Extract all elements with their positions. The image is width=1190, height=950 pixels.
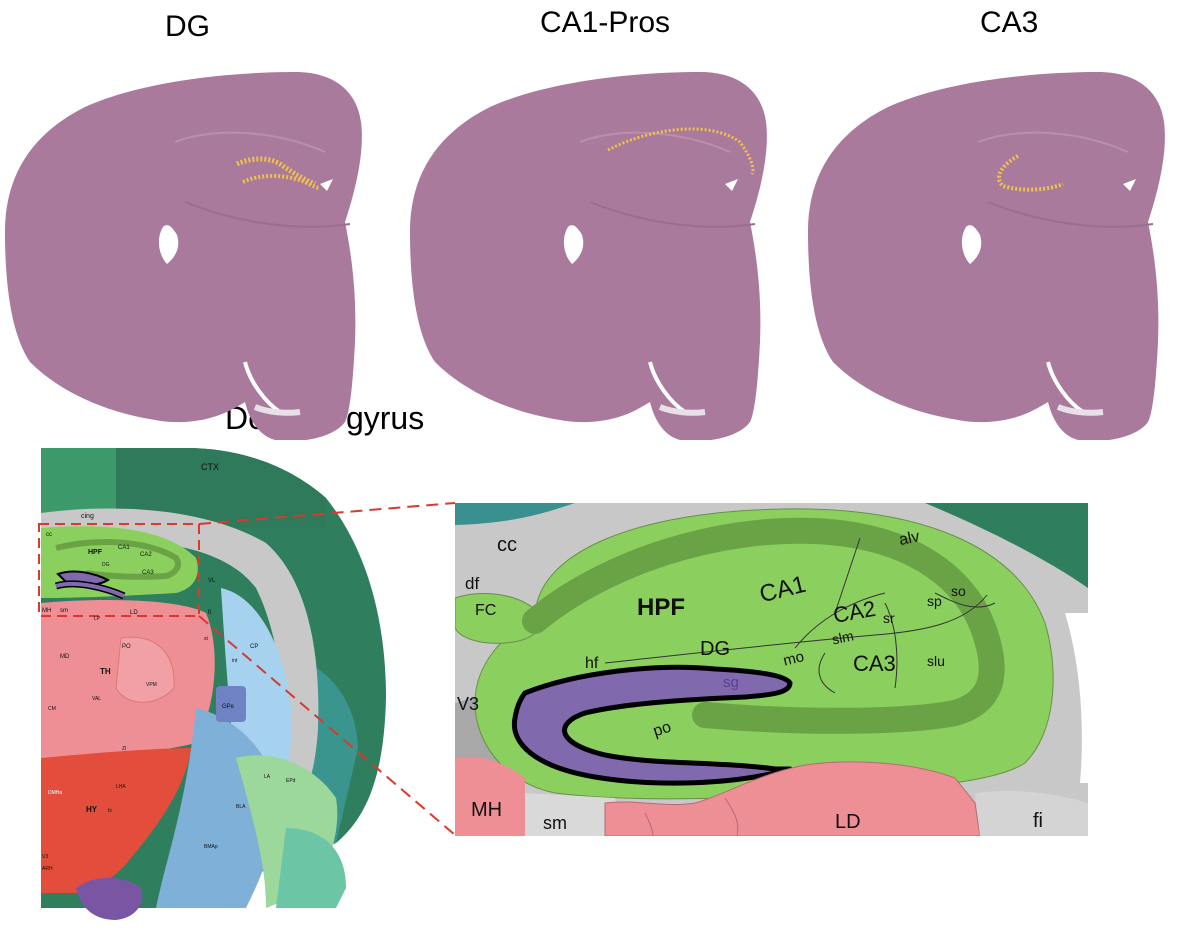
label-md: MD (60, 654, 70, 660)
zoom-label-df: df (465, 574, 479, 593)
label-val: VAL (92, 696, 101, 702)
zoom-label-sm: sm (543, 813, 567, 833)
label-cing: cing (81, 513, 94, 520)
label-zi: ZI (122, 746, 126, 752)
label-vpm: VPM (146, 682, 157, 688)
section-dg (5, 72, 362, 440)
zoom-label-sr: sr (883, 610, 895, 626)
label-hy: HY (86, 805, 98, 814)
label-int: int (232, 658, 238, 664)
label-v3-small: V3 (42, 854, 48, 860)
zoom-label-hpf: HPF (637, 594, 685, 621)
label-ca3-small: CA3 (142, 570, 154, 576)
zoom-label-slu: slu (927, 653, 945, 669)
zoom-label-sp: sp (927, 593, 942, 609)
label-ctx: CTX (201, 462, 219, 472)
label-bma: BMAp (204, 844, 218, 850)
label-lp: LP (94, 616, 101, 622)
label-lha: LHA (116, 784, 126, 790)
panel-title-dg: DG (165, 10, 210, 43)
label-la: LA (264, 774, 271, 780)
label-sm-small: sm (60, 608, 68, 614)
tissue-sections (5, 72, 1165, 440)
atlas-zoom: cc df FC HPF CA1 CA2 CA3 DG alv sp so sr… (455, 503, 1088, 836)
label-fi-small: fi (208, 610, 211, 616)
zoom-label-mh: MH (471, 799, 502, 821)
zoom-label-fi: fi (1033, 810, 1043, 832)
label-cp: CP (250, 644, 258, 650)
section-ca3 (808, 72, 1165, 440)
zoom-label-v3: V3 (457, 694, 479, 714)
label-cc: cc (46, 532, 52, 538)
label-arh: ARH (42, 866, 53, 872)
zoom-label-mo: mo (781, 648, 805, 670)
zoom-label-so: so (951, 583, 966, 599)
label-bla: BLA (236, 804, 246, 810)
zoom-label-po: po (651, 719, 673, 741)
label-dg-small: DG (102, 562, 110, 568)
zoom-label-fc: FC (475, 602, 496, 619)
label-gpe: GPe (222, 704, 235, 710)
atlas-small: CTX cing cc HPF CA1 CA2 CA3 DG MH sm LD … (38, 448, 386, 920)
label-mh-small: MH (42, 608, 51, 614)
label-ep: EPd (286, 778, 296, 784)
label-vl: VL (208, 578, 216, 584)
dg-spots-lower (242, 174, 320, 190)
zoom-label-ld: LD (835, 811, 861, 833)
zoom-label-alv: alv (898, 528, 922, 549)
label-dmh: DMHa (48, 790, 62, 796)
zoom-label-cc: cc (497, 534, 517, 556)
zoom-label-sg: sg (723, 674, 739, 691)
zoom-label-slm: slm (830, 627, 855, 647)
label-th: TH (100, 667, 111, 676)
panel-title-ca1-pros: CA1-Pros (540, 6, 671, 39)
label-st: st (204, 636, 209, 642)
label-po: PO (122, 644, 131, 650)
label-ld-small: LD (130, 610, 138, 616)
zoom-label-dg: DG (700, 638, 730, 660)
dg-spots-upper (235, 156, 316, 187)
label-ca2-small: CA2 (140, 552, 152, 558)
label-fx: fx (108, 808, 112, 814)
panel-title-ca3: CA3 (980, 6, 1039, 39)
label-ca1-small: CA1 (118, 545, 130, 551)
ca3-spots (997, 154, 1064, 192)
zoom-label-hf: hf (585, 655, 599, 672)
section-ca1-pros (410, 72, 767, 440)
zoom-label-ca3: CA3 (853, 651, 896, 676)
label-hpf-small: HPF (88, 549, 103, 556)
label-cm: CM (48, 706, 56, 712)
ca1-spots (607, 127, 755, 175)
